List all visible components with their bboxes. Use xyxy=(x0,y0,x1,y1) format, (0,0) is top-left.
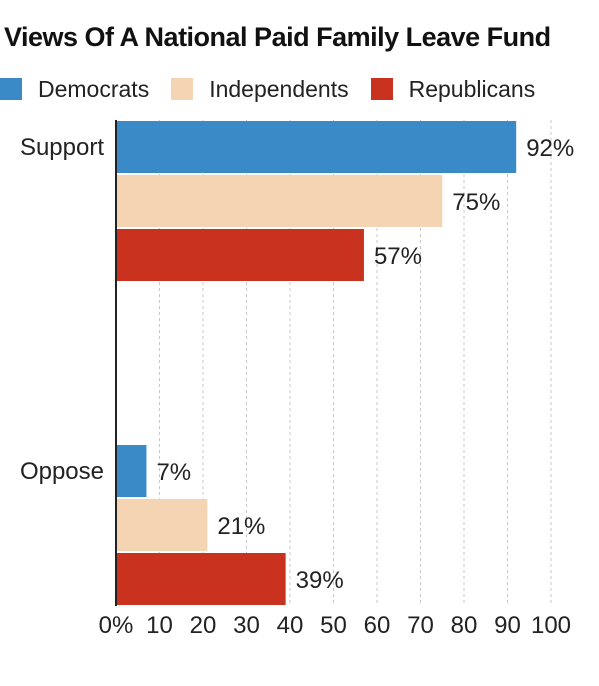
legend-label-independents: Independents xyxy=(209,75,349,102)
x-tick-label: 20 xyxy=(190,612,217,639)
legend-item-democrats: Democrats xyxy=(0,76,149,103)
legend-label-republicans: Republicans xyxy=(408,75,536,102)
x-tick-label: 90 xyxy=(494,612,521,639)
category-label: Support xyxy=(20,134,104,161)
x-tick-label: 50 xyxy=(320,612,347,639)
legend: Democrats Independents Republicans xyxy=(0,74,557,104)
x-tick-label: 70 xyxy=(407,612,434,639)
x-tick-label: 60 xyxy=(364,612,391,639)
x-tick-label: 0% xyxy=(99,612,134,639)
bar-support-independents xyxy=(116,175,443,227)
x-tick-label: 40 xyxy=(277,612,304,639)
data-label: 92% xyxy=(526,135,574,162)
category-label: Oppose xyxy=(20,458,104,485)
x-tick-label: 100 xyxy=(531,612,571,639)
legend-swatch-democrats xyxy=(0,78,22,100)
legend-swatch-republicans xyxy=(370,78,393,100)
data-label: 39% xyxy=(296,567,344,594)
legend-swatch-independents xyxy=(171,78,194,100)
data-label: 21% xyxy=(217,513,265,540)
data-label: 57% xyxy=(374,243,422,270)
bar-oppose-democrats xyxy=(116,445,147,497)
data-label: 7% xyxy=(156,459,191,486)
bar-support-democrats xyxy=(116,121,517,173)
bar-oppose-republicans xyxy=(116,553,286,605)
x-tick-label: 80 xyxy=(451,612,478,639)
chart-title: Views Of A National Paid Family Leave Fu… xyxy=(4,22,551,52)
data-label: 75% xyxy=(452,189,500,216)
bar-oppose-independents xyxy=(116,499,208,551)
bar-support-republicans xyxy=(116,229,364,281)
legend-item-republicans: Republicans xyxy=(370,75,536,103)
legend-item-independents: Independents xyxy=(171,75,349,103)
x-tick-label: 10 xyxy=(146,612,173,639)
x-tick-label: 30 xyxy=(233,612,260,639)
legend-label-democrats: Democrats xyxy=(38,75,150,102)
